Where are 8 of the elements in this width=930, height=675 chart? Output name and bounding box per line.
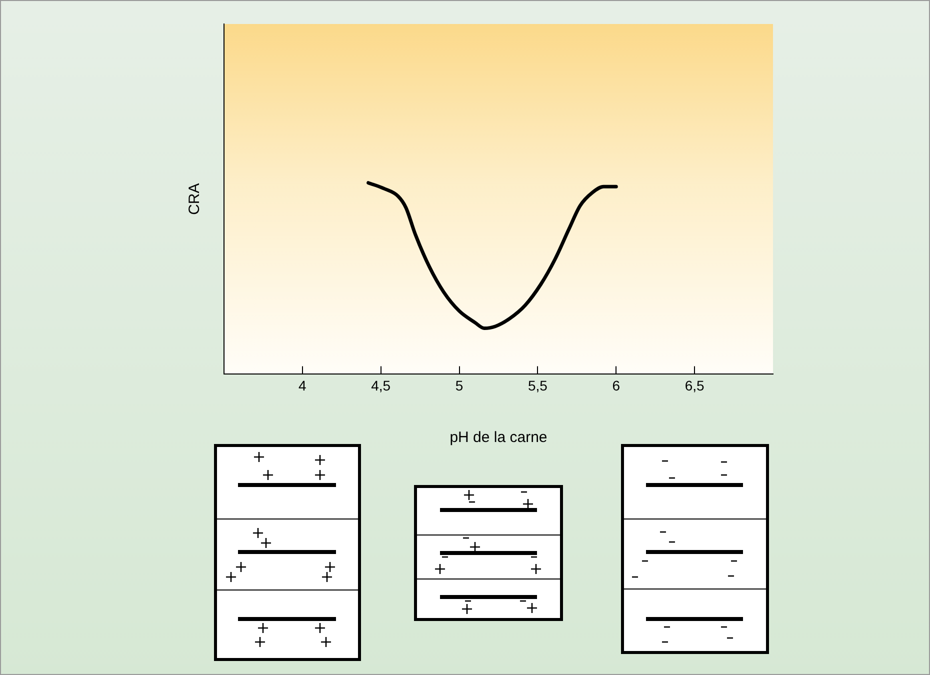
y-axis-title: CRA — [186, 183, 204, 215]
x-tick-label: 4 — [298, 377, 307, 394]
x-tick-label: 5,5 — [528, 377, 548, 394]
x-tick-label: 6 — [612, 377, 620, 394]
x-axis-title: pH de la carne — [450, 429, 548, 446]
x-tick-label: 6,5 — [684, 377, 705, 394]
x-tick-label: 5 — [455, 377, 464, 394]
x-tick-label: 4,5 — [371, 377, 391, 394]
